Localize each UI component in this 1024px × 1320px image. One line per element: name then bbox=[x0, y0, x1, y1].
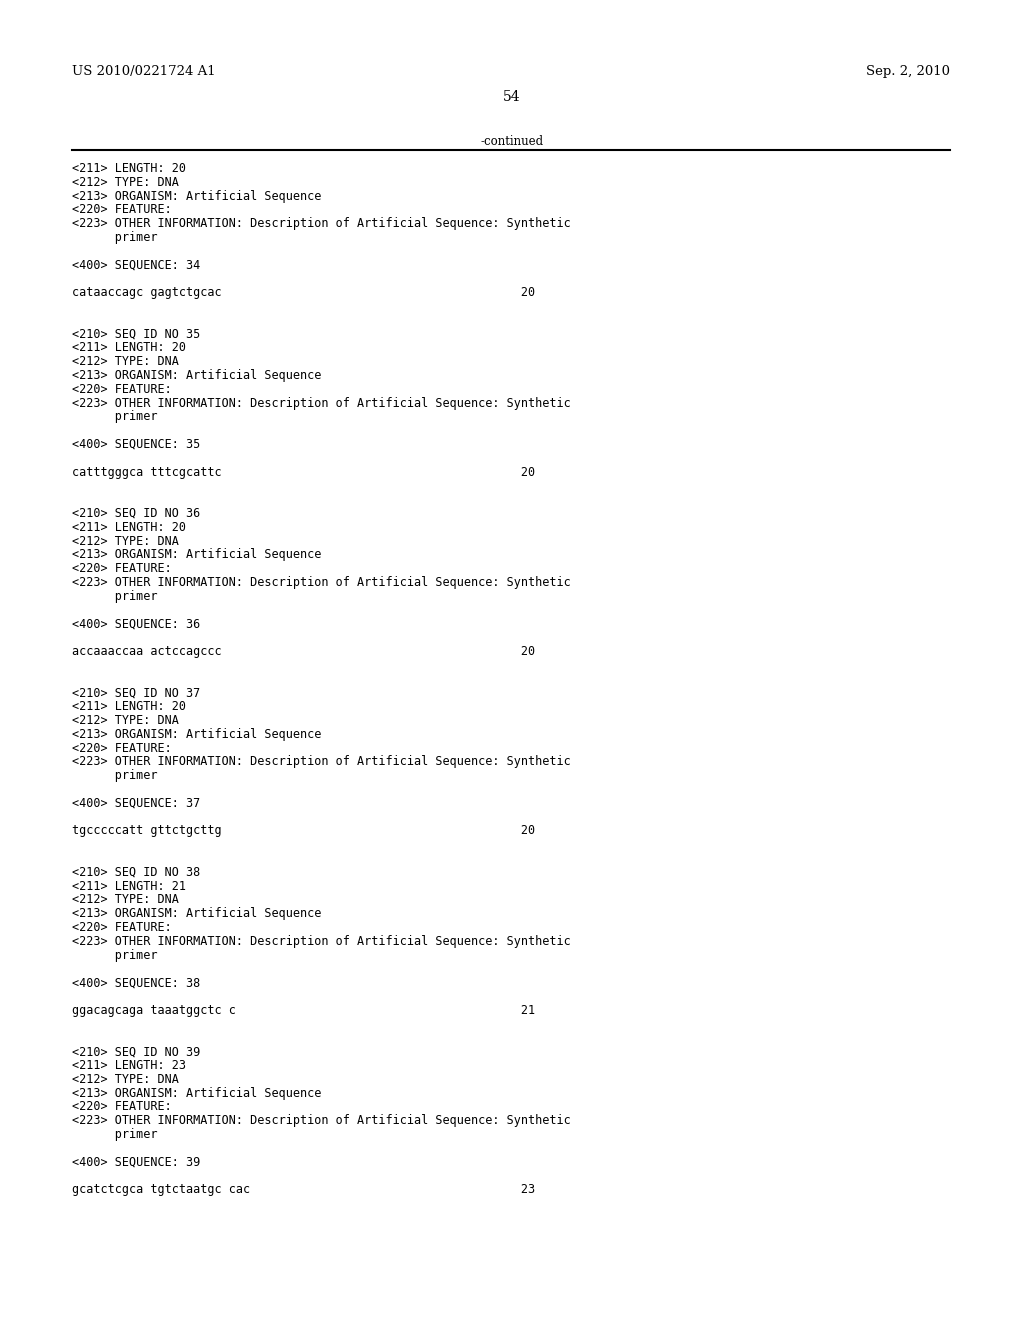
Text: <220> FEATURE:: <220> FEATURE: bbox=[72, 562, 172, 576]
Text: ggacagcaga taaatggctc c                                        21: ggacagcaga taaatggctc c 21 bbox=[72, 1003, 536, 1016]
Text: <220> FEATURE:: <220> FEATURE: bbox=[72, 203, 172, 216]
Text: <210> SEQ ID NO 38: <210> SEQ ID NO 38 bbox=[72, 866, 201, 879]
Text: <210> SEQ ID NO 36: <210> SEQ ID NO 36 bbox=[72, 507, 201, 520]
Text: <212> TYPE: DNA: <212> TYPE: DNA bbox=[72, 894, 179, 907]
Text: <211> LENGTH: 20: <211> LENGTH: 20 bbox=[72, 162, 186, 176]
Text: primer: primer bbox=[72, 1129, 158, 1140]
Text: <212> TYPE: DNA: <212> TYPE: DNA bbox=[72, 176, 179, 189]
Text: <213> ORGANISM: Artificial Sequence: <213> ORGANISM: Artificial Sequence bbox=[72, 1086, 322, 1100]
Text: <223> OTHER INFORMATION: Description of Artificial Sequence: Synthetic: <223> OTHER INFORMATION: Description of … bbox=[72, 755, 570, 768]
Text: <220> FEATURE:: <220> FEATURE: bbox=[72, 921, 172, 935]
Text: <211> LENGTH: 23: <211> LENGTH: 23 bbox=[72, 1059, 186, 1072]
Text: primer: primer bbox=[72, 231, 158, 244]
Text: <212> TYPE: DNA: <212> TYPE: DNA bbox=[72, 535, 179, 548]
Text: <400> SEQUENCE: 39: <400> SEQUENCE: 39 bbox=[72, 1155, 201, 1168]
Text: Sep. 2, 2010: Sep. 2, 2010 bbox=[866, 65, 950, 78]
Text: <223> OTHER INFORMATION: Description of Artificial Sequence: Synthetic: <223> OTHER INFORMATION: Description of … bbox=[72, 396, 570, 409]
Text: <211> LENGTH: 21: <211> LENGTH: 21 bbox=[72, 879, 186, 892]
Text: US 2010/0221724 A1: US 2010/0221724 A1 bbox=[72, 65, 216, 78]
Text: <223> OTHER INFORMATION: Description of Artificial Sequence: Synthetic: <223> OTHER INFORMATION: Description of … bbox=[72, 576, 570, 589]
Text: primer: primer bbox=[72, 411, 158, 424]
Text: tgcccccatt gttctgcttg                                          20: tgcccccatt gttctgcttg 20 bbox=[72, 825, 536, 837]
Text: <400> SEQUENCE: 37: <400> SEQUENCE: 37 bbox=[72, 797, 201, 809]
Text: <223> OTHER INFORMATION: Description of Artificial Sequence: Synthetic: <223> OTHER INFORMATION: Description of … bbox=[72, 935, 570, 948]
Text: <213> ORGANISM: Artificial Sequence: <213> ORGANISM: Artificial Sequence bbox=[72, 907, 322, 920]
Text: <400> SEQUENCE: 36: <400> SEQUENCE: 36 bbox=[72, 618, 201, 631]
Text: <213> ORGANISM: Artificial Sequence: <213> ORGANISM: Artificial Sequence bbox=[72, 370, 322, 381]
Text: <223> OTHER INFORMATION: Description of Artificial Sequence: Synthetic: <223> OTHER INFORMATION: Description of … bbox=[72, 1114, 570, 1127]
Text: <400> SEQUENCE: 38: <400> SEQUENCE: 38 bbox=[72, 977, 201, 989]
Text: <213> ORGANISM: Artificial Sequence: <213> ORGANISM: Artificial Sequence bbox=[72, 548, 322, 561]
Text: <213> ORGANISM: Artificial Sequence: <213> ORGANISM: Artificial Sequence bbox=[72, 727, 322, 741]
Text: primer: primer bbox=[72, 590, 158, 603]
Text: <220> FEATURE:: <220> FEATURE: bbox=[72, 383, 172, 396]
Text: <212> TYPE: DNA: <212> TYPE: DNA bbox=[72, 714, 179, 727]
Text: catttgggca tttcgcattc                                          20: catttgggca tttcgcattc 20 bbox=[72, 466, 536, 479]
Text: <211> LENGTH: 20: <211> LENGTH: 20 bbox=[72, 342, 186, 354]
Text: -continued: -continued bbox=[480, 135, 544, 148]
Text: <210> SEQ ID NO 37: <210> SEQ ID NO 37 bbox=[72, 686, 201, 700]
Text: <220> FEATURE:: <220> FEATURE: bbox=[72, 1101, 172, 1113]
Text: primer: primer bbox=[72, 949, 158, 961]
Text: accaaaccaa actccagccc                                          20: accaaaccaa actccagccc 20 bbox=[72, 645, 536, 657]
Text: <212> TYPE: DNA: <212> TYPE: DNA bbox=[72, 1073, 179, 1086]
Text: <210> SEQ ID NO 39: <210> SEQ ID NO 39 bbox=[72, 1045, 201, 1059]
Text: 54: 54 bbox=[503, 90, 521, 104]
Text: primer: primer bbox=[72, 770, 158, 783]
Text: <210> SEQ ID NO 35: <210> SEQ ID NO 35 bbox=[72, 327, 201, 341]
Text: gcatctcgca tgtctaatgc cac                                      23: gcatctcgca tgtctaatgc cac 23 bbox=[72, 1183, 536, 1196]
Text: <400> SEQUENCE: 34: <400> SEQUENCE: 34 bbox=[72, 259, 201, 272]
Text: cataaccagc gagtctgcac                                          20: cataaccagc gagtctgcac 20 bbox=[72, 286, 536, 300]
Text: <213> ORGANISM: Artificial Sequence: <213> ORGANISM: Artificial Sequence bbox=[72, 190, 322, 202]
Text: <211> LENGTH: 20: <211> LENGTH: 20 bbox=[72, 700, 186, 713]
Text: <211> LENGTH: 20: <211> LENGTH: 20 bbox=[72, 521, 186, 533]
Text: <400> SEQUENCE: 35: <400> SEQUENCE: 35 bbox=[72, 438, 201, 451]
Text: <212> TYPE: DNA: <212> TYPE: DNA bbox=[72, 355, 179, 368]
Text: <220> FEATURE:: <220> FEATURE: bbox=[72, 742, 172, 755]
Text: <223> OTHER INFORMATION: Description of Artificial Sequence: Synthetic: <223> OTHER INFORMATION: Description of … bbox=[72, 218, 570, 230]
